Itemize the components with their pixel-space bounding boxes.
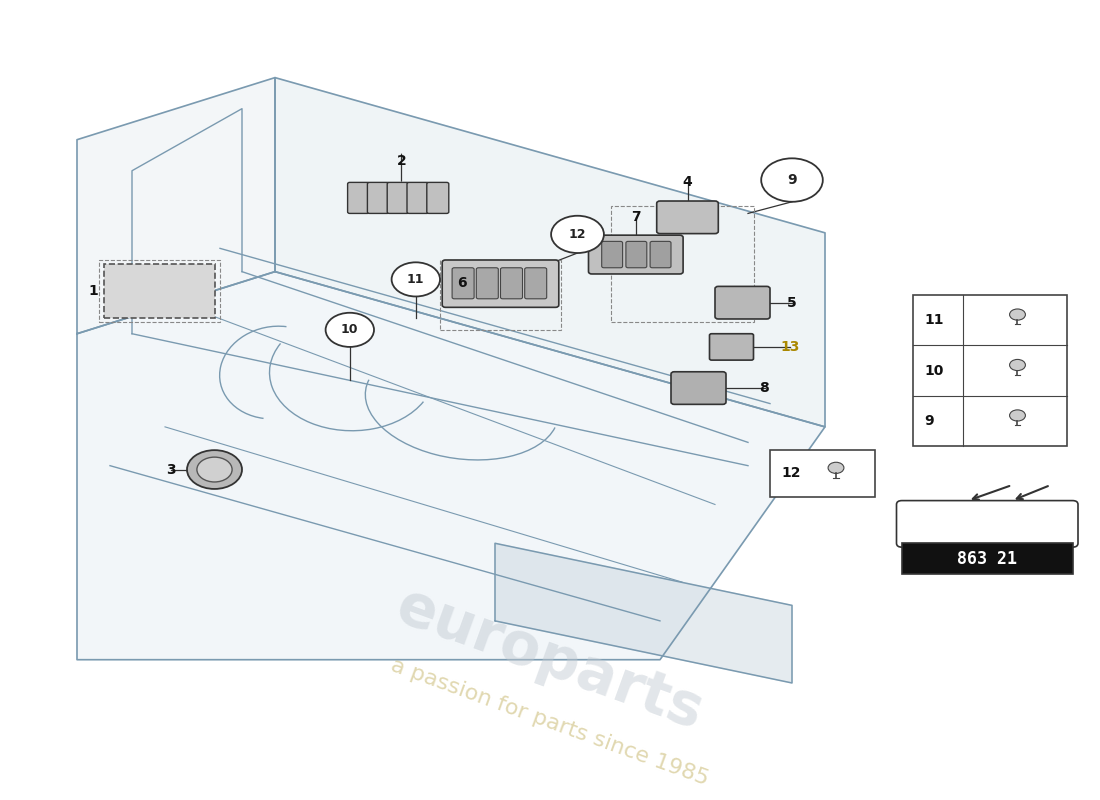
FancyBboxPatch shape <box>715 286 770 319</box>
Polygon shape <box>77 272 825 660</box>
Text: a passion for parts since 1985: a passion for parts since 1985 <box>388 654 712 789</box>
FancyBboxPatch shape <box>710 334 754 360</box>
Bar <box>913 295 1067 446</box>
Text: 7: 7 <box>631 210 640 224</box>
Bar <box>104 264 214 318</box>
Text: 5: 5 <box>788 296 796 310</box>
FancyBboxPatch shape <box>588 235 683 274</box>
FancyBboxPatch shape <box>387 182 409 214</box>
Text: 13: 13 <box>780 340 800 354</box>
Polygon shape <box>495 543 792 683</box>
Bar <box>902 543 1072 574</box>
Text: 4: 4 <box>683 175 692 190</box>
FancyBboxPatch shape <box>442 260 559 307</box>
FancyBboxPatch shape <box>525 268 547 299</box>
FancyBboxPatch shape <box>671 372 726 404</box>
Text: 10: 10 <box>924 363 944 378</box>
Circle shape <box>1010 309 1025 320</box>
FancyBboxPatch shape <box>650 242 671 268</box>
Circle shape <box>1010 410 1025 421</box>
Text: 12: 12 <box>569 228 586 241</box>
Circle shape <box>551 216 604 253</box>
FancyBboxPatch shape <box>602 242 623 268</box>
Circle shape <box>392 262 440 297</box>
Bar <box>610 206 754 322</box>
Circle shape <box>828 462 844 474</box>
FancyBboxPatch shape <box>476 268 498 299</box>
Text: 9: 9 <box>788 173 796 187</box>
Text: 863 21: 863 21 <box>957 550 1018 568</box>
Text: 2: 2 <box>397 154 406 168</box>
Text: 6: 6 <box>458 276 466 290</box>
Polygon shape <box>275 78 825 427</box>
Circle shape <box>1010 359 1025 370</box>
Text: 11: 11 <box>407 273 425 286</box>
Bar <box>99 260 220 322</box>
Text: europarts: europarts <box>388 578 712 742</box>
Text: 11: 11 <box>924 313 944 327</box>
Polygon shape <box>77 78 275 334</box>
FancyBboxPatch shape <box>348 182 370 214</box>
FancyBboxPatch shape <box>452 268 474 299</box>
Bar <box>440 260 561 330</box>
FancyBboxPatch shape <box>367 182 389 214</box>
Circle shape <box>326 313 374 347</box>
FancyBboxPatch shape <box>657 201 718 234</box>
Bar <box>770 450 875 497</box>
FancyBboxPatch shape <box>500 268 522 299</box>
Circle shape <box>187 450 242 489</box>
Text: 9: 9 <box>924 414 934 428</box>
FancyBboxPatch shape <box>427 182 449 214</box>
Text: 12: 12 <box>781 466 801 481</box>
FancyBboxPatch shape <box>407 182 429 214</box>
FancyBboxPatch shape <box>626 242 647 268</box>
Text: 3: 3 <box>166 462 175 477</box>
Text: 1: 1 <box>89 284 98 298</box>
Text: 8: 8 <box>760 381 769 395</box>
Circle shape <box>197 457 232 482</box>
FancyBboxPatch shape <box>896 501 1078 547</box>
Text: 10: 10 <box>341 323 359 336</box>
Circle shape <box>761 158 823 202</box>
